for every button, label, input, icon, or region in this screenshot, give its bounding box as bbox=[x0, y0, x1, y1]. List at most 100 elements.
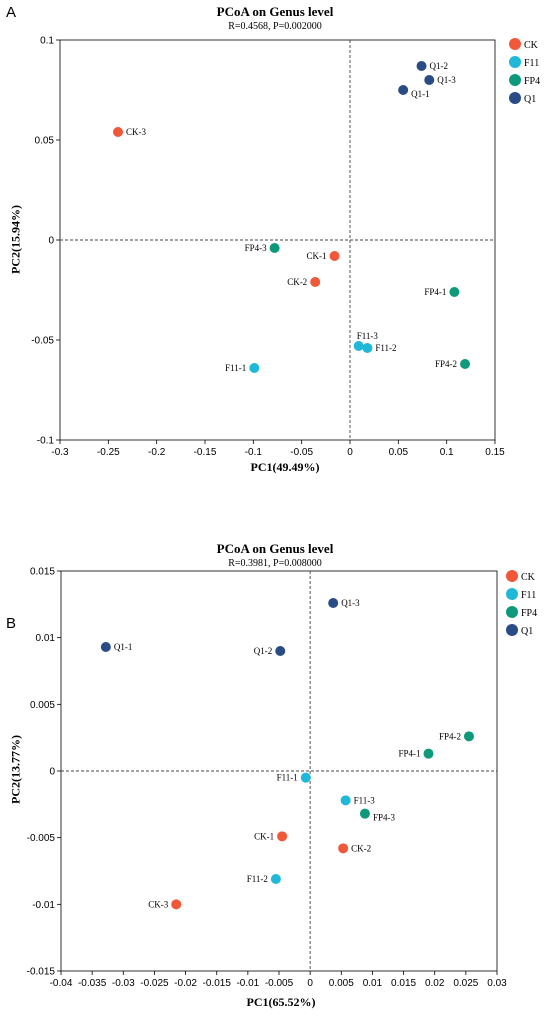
data-point-f11-3 bbox=[340, 795, 351, 806]
x-tick-label: 0.005 bbox=[329, 978, 354, 989]
panel-letter: B bbox=[6, 615, 17, 632]
data-point-label: FP4-3 bbox=[245, 243, 268, 253]
y-tick-label: -0.005 bbox=[27, 833, 56, 844]
data-point-q1-3 bbox=[424, 75, 435, 85]
data-point-label: Q1-1 bbox=[114, 642, 132, 652]
x-tick-label: -0.01 bbox=[236, 978, 259, 989]
data-point-q1-1 bbox=[398, 85, 409, 95]
y-tick-label: 0.01 bbox=[36, 633, 56, 644]
legend-label: Q1 bbox=[521, 626, 533, 637]
legend-label: CK bbox=[521, 572, 536, 583]
y-tick-label: 0.05 bbox=[35, 136, 55, 147]
data-point-fp4-3 bbox=[269, 243, 280, 253]
data-point-fp4-1 bbox=[423, 748, 434, 759]
legend-label: F11 bbox=[521, 590, 536, 601]
data-point-f11-1 bbox=[300, 772, 311, 783]
legend-label: F11 bbox=[524, 58, 539, 69]
data-point-label: F11-3 bbox=[354, 795, 376, 805]
x-tick-label: 0.01 bbox=[363, 978, 383, 989]
x-tick-label: 0.015 bbox=[391, 978, 416, 989]
y-axis-label: PC2(13.77%) bbox=[8, 735, 23, 804]
data-point-ck-3 bbox=[113, 127, 123, 137]
legend-marker-f11 bbox=[506, 588, 518, 600]
y-tick-label: -0.05 bbox=[31, 336, 54, 347]
data-point-f11-3 bbox=[353, 341, 364, 351]
data-point-label: CK-3 bbox=[126, 127, 146, 137]
data-point-ck-1 bbox=[277, 831, 288, 842]
chart-title: PCoA on Genus level bbox=[216, 541, 334, 556]
x-tick-label: -0.035 bbox=[78, 978, 107, 989]
data-point-label: FP4-2 bbox=[435, 359, 457, 369]
legend-marker-ck bbox=[506, 570, 518, 582]
y-tick-label: 0 bbox=[49, 767, 55, 778]
data-point-label: CK-1 bbox=[254, 831, 274, 841]
x-tick-label: -0.25 bbox=[97, 447, 120, 458]
data-point-q1-1 bbox=[100, 642, 111, 652]
y-tick-label: 0 bbox=[48, 236, 54, 247]
pcoa-chart-b: B PCoA on Genus level R=0.3981, P=0.0080… bbox=[0, 509, 550, 1018]
data-point-label: F11-2 bbox=[247, 874, 268, 884]
data-point-label: CK-2 bbox=[351, 843, 371, 853]
legend-marker-f11 bbox=[509, 56, 521, 68]
x-tick-label: -0.2 bbox=[148, 447, 166, 458]
legend-marker-q1 bbox=[506, 624, 518, 636]
x-tick-label: 0.05 bbox=[389, 447, 409, 458]
data-point-q1-2 bbox=[416, 61, 427, 71]
x-axis-label: PC1(65.52%) bbox=[246, 995, 316, 1009]
chart-subtitle: R=0.3981, P=0.008000 bbox=[228, 558, 322, 569]
data-point-ck-2 bbox=[338, 843, 349, 854]
x-tick-label: 0.025 bbox=[453, 978, 478, 989]
x-tick-label: -0.04 bbox=[50, 978, 73, 989]
data-point-fp4-3 bbox=[359, 808, 370, 819]
data-point-ck-1 bbox=[329, 251, 340, 261]
legend-label: FP4 bbox=[524, 76, 540, 87]
x-tick-label: 0 bbox=[347, 447, 353, 458]
data-point-label: F11-2 bbox=[375, 343, 396, 353]
data-point-label: F11-1 bbox=[225, 363, 246, 373]
x-axis-label: PC1(49.49%) bbox=[250, 460, 320, 474]
panel-letter: A bbox=[6, 4, 17, 21]
x-tick-label: -0.02 bbox=[174, 978, 197, 989]
data-point-label: CK-2 bbox=[287, 277, 307, 287]
data-point-label: Q1-1 bbox=[411, 89, 430, 99]
legend-label: Q1 bbox=[524, 94, 536, 105]
chart-title: PCoA on Genus level bbox=[216, 4, 334, 19]
x-tick-label: 0.15 bbox=[485, 447, 505, 458]
pcoa-plot-svg: -0.04 -0.035 -0.03 -0.025 -0.02 -0.015 -0.01 -0… bbox=[27, 567, 537, 990]
data-point-q1-3 bbox=[328, 598, 339, 608]
x-tick-label: -0.005 bbox=[265, 978, 294, 989]
data-point-label: Q1-2 bbox=[254, 646, 273, 656]
x-tick-label: -0.03 bbox=[112, 978, 135, 989]
x-tick-label: 0 bbox=[307, 978, 313, 989]
y-tick-label: -0.01 bbox=[32, 900, 55, 911]
y-axis-label: PC2(15.94%) bbox=[8, 205, 23, 274]
x-tick-label: -0.015 bbox=[203, 978, 232, 989]
data-point-label: FP4-3 bbox=[373, 813, 396, 823]
data-point-f11-1 bbox=[249, 363, 260, 373]
legend-label: FP4 bbox=[521, 608, 537, 619]
data-point-ck-3 bbox=[171, 899, 182, 910]
y-tick-label: -0.1 bbox=[37, 436, 55, 447]
data-point-label: F11-1 bbox=[277, 773, 298, 783]
data-point-label: FP4-2 bbox=[439, 731, 461, 741]
y-tick-label: 0.015 bbox=[30, 567, 55, 578]
data-point-label: FP4-1 bbox=[424, 287, 446, 297]
x-tick-label: 0.03 bbox=[487, 978, 507, 989]
y-tick-label: 0.005 bbox=[30, 700, 55, 711]
data-point-label: Q1-2 bbox=[430, 61, 449, 71]
data-point-label: Q1-3 bbox=[437, 75, 456, 85]
data-point-fp4-2 bbox=[460, 359, 471, 369]
x-tick-label: -0.1 bbox=[245, 447, 263, 458]
legend-marker-q1 bbox=[509, 92, 521, 104]
pcoa-plot-svg: -0.3 -0.25 -0.2 -0.15 -0.1 -0.05 0 0.05 0.1 0.15 -… bbox=[31, 36, 540, 459]
x-tick-label: -0.3 bbox=[51, 447, 69, 458]
chart-subtitle: R=0.4568, P=0.002000 bbox=[228, 21, 322, 32]
legend-marker-fp4 bbox=[506, 606, 518, 618]
data-point-fp4-2 bbox=[463, 731, 474, 742]
data-point-f11-2 bbox=[270, 874, 281, 884]
x-tick-label: 0.1 bbox=[440, 447, 454, 458]
x-tick-label: -0.05 bbox=[290, 447, 313, 458]
data-point-label: CK-3 bbox=[148, 899, 168, 909]
y-tick-label: 0.1 bbox=[40, 36, 54, 47]
x-tick-label: -0.15 bbox=[194, 447, 217, 458]
